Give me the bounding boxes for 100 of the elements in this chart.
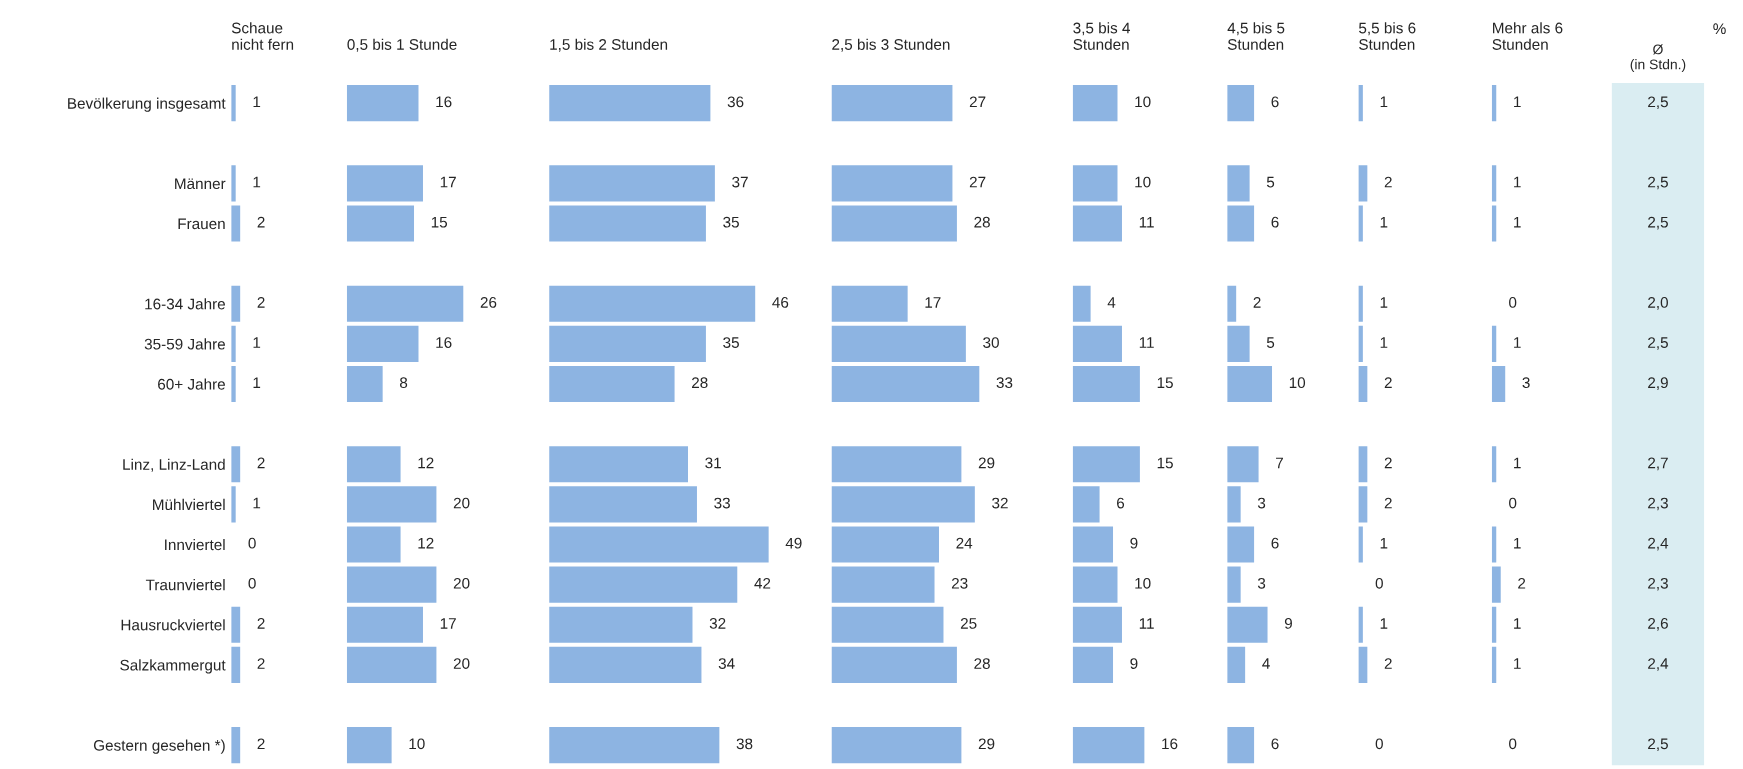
- data-label: 34: [718, 658, 735, 669]
- bar: [831, 646, 957, 683]
- bar: [346, 85, 419, 122]
- bar: [1227, 526, 1255, 563]
- data-label: 1: [1514, 457, 1521, 469]
- data-label: 1: [1380, 618, 1388, 629]
- bar: [1227, 205, 1255, 242]
- data-label: 20: [453, 497, 470, 509]
- data-label: 12: [418, 537, 434, 549]
- bar: [346, 165, 423, 202]
- bar: [549, 526, 769, 563]
- text: 2,5: [1648, 216, 1668, 230]
- y-tick-label: Hausruckviertel: [121, 619, 225, 631]
- data-label: 2: [257, 618, 265, 629]
- bar: [346, 446, 401, 483]
- bar: [1072, 165, 1118, 202]
- data-label: 6: [1117, 497, 1125, 509]
- data-label: 1: [1380, 216, 1388, 228]
- data-label: 6: [1271, 738, 1279, 750]
- data-label: 17: [440, 176, 456, 188]
- y-tick-label: 35-59 Jahre: [144, 338, 225, 350]
- data-label: 35: [723, 216, 739, 228]
- chart-title: Mehr als 6 Stunden: [1492, 22, 1563, 50]
- bar: [346, 646, 437, 683]
- bar: [831, 566, 935, 603]
- bar: [1072, 446, 1140, 483]
- data-label: 2: [257, 457, 265, 469]
- bar: [1227, 365, 1273, 403]
- chart-title: 3,5 bis 4 Stunden: [1073, 22, 1131, 50]
- data-label: 1: [1380, 337, 1388, 348]
- chart-title: 0,5 bis 1 Stunde: [347, 38, 457, 52]
- data-label: 10: [1135, 577, 1151, 589]
- bar: [831, 205, 957, 242]
- text: 2,4: [1648, 658, 1669, 671]
- data-label: 10: [1289, 377, 1306, 389]
- y-tick-label: Mühlviertel: [153, 498, 225, 511]
- data-label: 15: [431, 216, 448, 228]
- bar: [549, 365, 675, 403]
- bar: [831, 165, 953, 202]
- data-label: 9: [1130, 658, 1138, 669]
- y-tick-label: Bevölkerung insgesamt: [68, 97, 226, 112]
- bar: [346, 566, 437, 603]
- bar: [346, 365, 383, 403]
- data-label: 3: [1522, 377, 1530, 389]
- data-label: 1: [1380, 297, 1388, 308]
- data-label: 36: [727, 96, 744, 108]
- text: 2,9: [1648, 377, 1668, 390]
- data-label: 28: [974, 658, 990, 669]
- data-label: 1: [1380, 96, 1388, 108]
- chart-title: 5,5 bis 6 Stunden: [1359, 22, 1416, 50]
- text: Ø (in Stdn.): [1630, 44, 1686, 73]
- y-tick-label: Frauen: [178, 218, 225, 230]
- bar: [1072, 566, 1118, 603]
- text: 2,5: [1648, 176, 1668, 190]
- bar: [831, 285, 908, 322]
- data-label: 0: [248, 577, 256, 589]
- data-label: 4: [1262, 658, 1270, 669]
- data-label: 27: [969, 96, 986, 108]
- data-label: 27: [969, 176, 986, 188]
- chart-title: 2,5 bis 3 Stunden: [832, 38, 950, 52]
- bar: [549, 566, 738, 603]
- bar: [549, 165, 715, 202]
- data-label: 0: [1375, 738, 1383, 750]
- text: 2,5: [1648, 337, 1668, 350]
- data-label: 2: [257, 738, 265, 750]
- bar: [1227, 727, 1255, 764]
- data-label: 2: [1384, 658, 1392, 669]
- data-label: 23: [951, 577, 968, 589]
- data-label: 2: [1384, 497, 1392, 509]
- data-label: 1: [1514, 337, 1521, 348]
- bar: [1072, 365, 1140, 403]
- text: 2,5: [1648, 96, 1668, 110]
- data-label: 29: [978, 738, 995, 750]
- data-label: 16: [436, 96, 452, 108]
- data-label: 0: [1375, 577, 1383, 589]
- bar: [549, 486, 697, 523]
- data-label: 1: [1514, 216, 1521, 228]
- text: 2,4: [1648, 537, 1669, 551]
- data-label: 16: [1162, 738, 1178, 750]
- bar: [549, 446, 689, 483]
- data-label: 10: [1135, 176, 1151, 188]
- y-tick-label: 60+ Jahre: [158, 378, 225, 390]
- data-label: 2: [1253, 297, 1261, 308]
- data-label: 6: [1271, 216, 1279, 228]
- chart-title: 1,5 bis 2 Stunden: [550, 38, 668, 52]
- data-label: 15: [1157, 457, 1173, 469]
- bar: [549, 606, 693, 643]
- bar: [549, 285, 756, 322]
- data-label: 6: [1271, 96, 1279, 108]
- data-label: 29: [978, 457, 995, 469]
- data-label: 6: [1271, 537, 1279, 549]
- bar: [346, 526, 401, 563]
- data-label: 1: [253, 176, 261, 188]
- data-label: 1: [253, 337, 261, 348]
- bar: [549, 205, 706, 242]
- bar: [346, 606, 423, 643]
- data-label: 11: [1139, 337, 1154, 348]
- bar: [346, 325, 419, 362]
- data-label: 2: [257, 216, 265, 228]
- bar: [346, 285, 464, 322]
